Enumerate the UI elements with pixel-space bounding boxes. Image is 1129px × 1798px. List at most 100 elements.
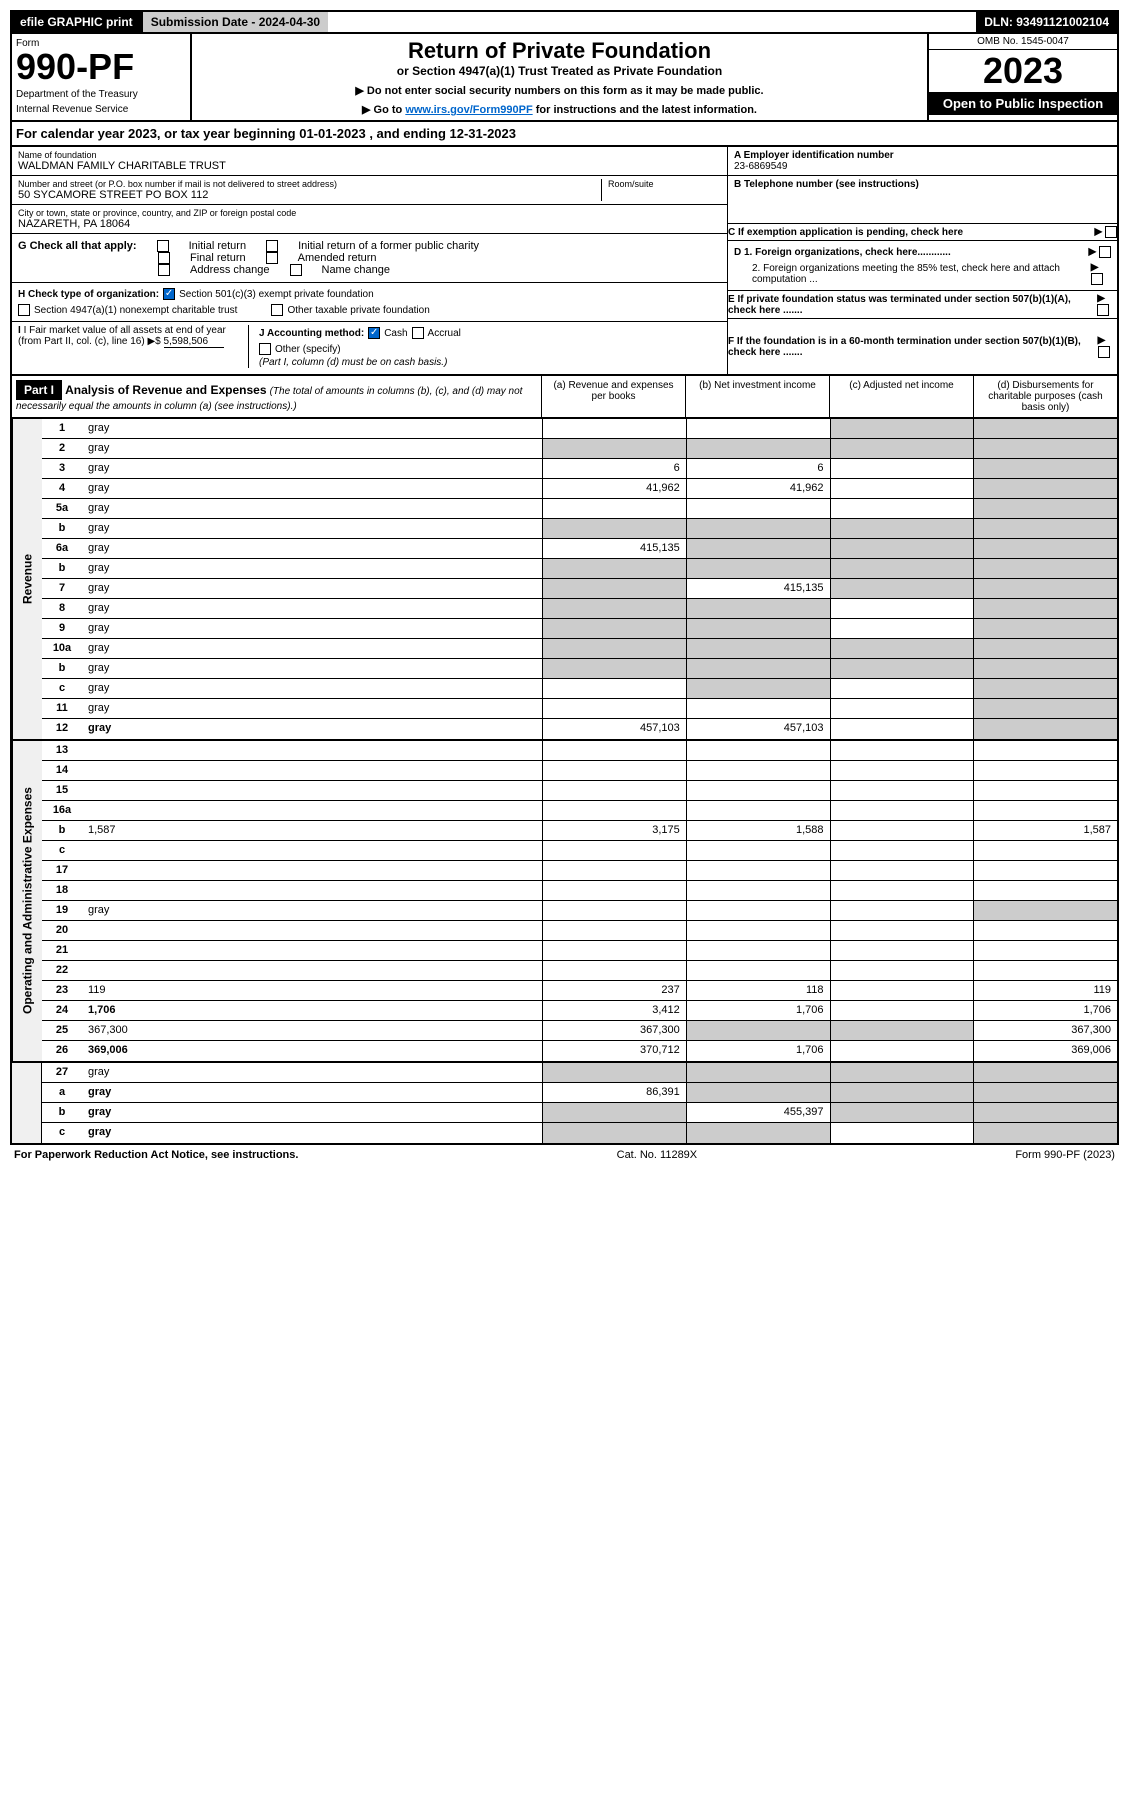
501c3-checkbox[interactable] xyxy=(163,288,175,300)
line-number: c xyxy=(42,679,82,698)
c-checkbox[interactable] xyxy=(1105,226,1117,238)
footer: For Paperwork Reduction Act Notice, see … xyxy=(10,1145,1119,1165)
line-description: gray xyxy=(82,1063,542,1082)
part1-header-row: Part I Analysis of Revenue and Expenses … xyxy=(10,376,1119,419)
table-row: 12gray457,103457,103 xyxy=(42,719,1117,739)
d2-checkbox[interactable] xyxy=(1091,273,1103,285)
data-cell-d xyxy=(973,439,1117,458)
address-change-checkbox[interactable] xyxy=(158,264,170,276)
final-return-checkbox[interactable] xyxy=(158,252,170,264)
amended-return-checkbox[interactable] xyxy=(266,252,278,264)
name-change-checkbox[interactable] xyxy=(290,264,302,276)
line-number: 3 xyxy=(42,459,82,478)
table-row: bgray xyxy=(42,519,1117,539)
data-cell-b xyxy=(686,499,830,518)
line-description: 119 xyxy=(82,981,542,1000)
initial-former-checkbox[interactable] xyxy=(266,240,278,252)
data-cell-d xyxy=(973,861,1117,880)
data-cell-b xyxy=(686,639,830,658)
dept-treasury: Department of the Treasury xyxy=(16,89,186,100)
data-cell-b xyxy=(686,699,830,718)
data-cell-d: 369,006 xyxy=(973,1041,1117,1061)
data-cell-b xyxy=(686,861,830,880)
data-cell-d xyxy=(973,459,1117,478)
data-cell-d xyxy=(973,719,1117,739)
initial-return-checkbox[interactable] xyxy=(157,240,169,252)
submission-date: Submission Date - 2024-04-30 xyxy=(141,12,328,32)
data-cell-a xyxy=(542,439,686,458)
data-cell-c xyxy=(830,579,974,598)
data-cell-d xyxy=(973,519,1117,538)
line-description: gray xyxy=(82,1123,542,1143)
foundation-name: WALDMAN FAMILY CHARITABLE TRUST xyxy=(18,160,721,172)
dln-label: DLN: 93491121002104 xyxy=(976,12,1117,32)
data-cell-a xyxy=(542,699,686,718)
line-description: gray xyxy=(82,901,542,920)
line-number: 26 xyxy=(42,1041,82,1061)
table-row: 241,7063,4121,7061,706 xyxy=(42,1001,1117,1021)
line-number: 19 xyxy=(42,901,82,920)
data-cell-b: 1,706 xyxy=(686,1001,830,1020)
d1-checkbox[interactable] xyxy=(1099,246,1111,258)
data-cell-a: 86,391 xyxy=(542,1083,686,1102)
data-cell-c xyxy=(830,761,974,780)
line-number: 7 xyxy=(42,579,82,598)
table-row: 20 xyxy=(42,921,1117,941)
table-row: 19gray xyxy=(42,901,1117,921)
line-description: gray xyxy=(82,619,542,638)
other-taxable-checkbox[interactable] xyxy=(271,304,283,316)
ein-label: A Employer identification number xyxy=(734,150,1111,161)
irs-link[interactable]: www.irs.gov/Form990PF xyxy=(405,104,532,116)
data-cell-c xyxy=(830,801,974,820)
line-description xyxy=(82,961,542,980)
cash-checkbox[interactable] xyxy=(368,327,380,339)
data-cell-d xyxy=(973,881,1117,900)
data-cell-a xyxy=(542,861,686,880)
data-cell-c xyxy=(830,679,974,698)
line-number: 5a xyxy=(42,499,82,518)
city-state-zip: NAZARETH, PA 18064 xyxy=(18,218,721,230)
data-cell-b xyxy=(686,761,830,780)
data-cell-c xyxy=(830,1123,974,1143)
data-cell-a xyxy=(542,659,686,678)
data-cell-d xyxy=(973,1123,1117,1143)
table-row: 9gray xyxy=(42,619,1117,639)
data-cell-c xyxy=(830,619,974,638)
data-cell-a xyxy=(542,941,686,960)
line-description xyxy=(82,941,542,960)
line-number: b xyxy=(42,659,82,678)
line-description: gray xyxy=(82,499,542,518)
form-title: Return of Private Foundation xyxy=(202,38,917,64)
data-cell-b: 1,706 xyxy=(686,1041,830,1061)
data-cell-c xyxy=(830,639,974,658)
form-number: 990-PF xyxy=(16,49,186,85)
line-description: gray xyxy=(82,1083,542,1102)
other-method-checkbox[interactable] xyxy=(259,343,271,355)
table-row: 2gray xyxy=(42,439,1117,459)
table-row: 10agray xyxy=(42,639,1117,659)
data-cell-c xyxy=(830,961,974,980)
data-cell-a xyxy=(542,801,686,820)
4947-checkbox[interactable] xyxy=(18,304,30,316)
line-description xyxy=(82,921,542,940)
line-description: 1,706 xyxy=(82,1001,542,1020)
accrual-checkbox[interactable] xyxy=(412,327,424,339)
line-number: 15 xyxy=(42,781,82,800)
data-cell-c xyxy=(830,881,974,900)
form-subtitle: or Section 4947(a)(1) Trust Treated as P… xyxy=(202,64,917,78)
omb-number: OMB No. 1545-0047 xyxy=(929,34,1117,50)
e-checkbox[interactable] xyxy=(1097,304,1109,316)
data-cell-b xyxy=(686,1123,830,1143)
line-description: gray xyxy=(82,599,542,618)
data-cell-d xyxy=(973,559,1117,578)
line-number: 14 xyxy=(42,761,82,780)
data-cell-d xyxy=(973,539,1117,558)
line-description: 367,300 xyxy=(82,1021,542,1040)
line-number: 2 xyxy=(42,439,82,458)
table-row: cgray xyxy=(42,1123,1117,1143)
form-note-1: ▶ Do not enter social security numbers o… xyxy=(202,84,917,97)
line-description: gray xyxy=(82,519,542,538)
f-checkbox[interactable] xyxy=(1098,346,1110,358)
data-cell-c xyxy=(830,539,974,558)
line-number: b xyxy=(42,559,82,578)
